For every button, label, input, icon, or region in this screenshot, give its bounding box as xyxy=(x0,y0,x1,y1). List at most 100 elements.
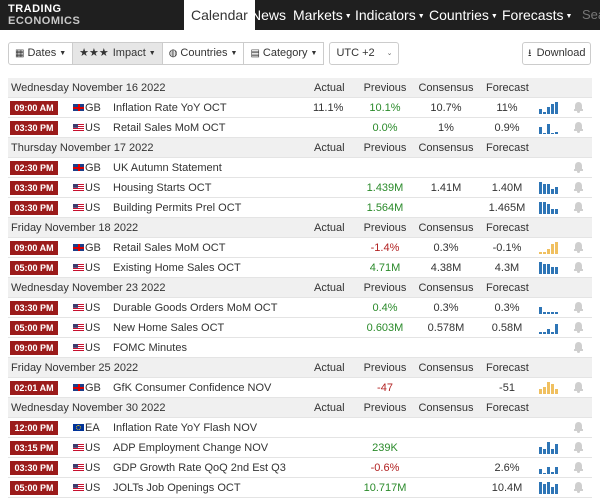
event-time: 05:00 PM xyxy=(10,321,58,335)
event-country: US xyxy=(85,442,101,454)
event-name[interactable]: Building Permits Prel OCT xyxy=(113,202,242,214)
event-row[interactable]: 02:30 PM GB UK Autumn Statement xyxy=(8,158,592,178)
logo[interactable]: TRADING ECONOMICS xyxy=(8,3,80,27)
search-input[interactable]: Search xyxy=(582,7,600,22)
event-name[interactable]: Durable Goods Orders MoM OCT xyxy=(113,302,278,314)
event-name[interactable]: GfK Consumer Confidence NOV xyxy=(113,382,272,394)
event-row[interactable]: 09:00 AM GB Inflation Rate YoY OCT 11.1%… xyxy=(8,98,592,118)
bell-icon[interactable] xyxy=(574,482,583,493)
event-name[interactable]: Inflation Rate YoY OCT xyxy=(113,102,227,114)
event-row[interactable]: 09:00 AM GB Retail Sales MoM OCT -1.4% 0… xyxy=(8,238,592,258)
spark-bar xyxy=(539,469,542,474)
nav-forecasts[interactable]: Forecasts ▼ xyxy=(502,0,572,30)
event-row[interactable]: 05:00 PM US Existing Home Sales OCT 4.71… xyxy=(8,258,592,278)
download-button[interactable]: ⭳ Download xyxy=(522,42,591,65)
event-name[interactable]: New Home Sales OCT xyxy=(113,322,225,334)
spark-bar xyxy=(539,389,542,394)
bell-icon[interactable] xyxy=(574,342,583,353)
event-actual: 11.1% xyxy=(313,102,344,114)
event-forecast: 11% xyxy=(496,102,518,114)
bar-chart-icon[interactable] xyxy=(539,262,558,274)
event-previous xyxy=(360,338,410,358)
spark-bar xyxy=(539,306,542,314)
country-flag-icon xyxy=(73,244,84,251)
event-row[interactable]: 05:00 PM US JOLTs Job Openings OCT 10.71… xyxy=(8,478,592,498)
event-name[interactable]: Retail Sales MoM OCT xyxy=(113,242,226,254)
event-row[interactable]: 03:30 PM US Durable Goods Orders MoM OCT… xyxy=(8,298,592,318)
bell-icon[interactable] xyxy=(574,202,583,213)
date-header: Thursday November 17 2022 xyxy=(11,142,154,154)
bell-icon[interactable] xyxy=(574,102,583,113)
bar-chart-icon[interactable] xyxy=(539,242,558,254)
column-previous: Previous xyxy=(363,402,407,414)
bar-chart-icon[interactable] xyxy=(539,482,558,494)
event-row[interactable]: 05:00 PM US New Home Sales OCT 0.603M 0.… xyxy=(8,318,592,338)
bell-icon[interactable] xyxy=(574,422,583,433)
event-name[interactable]: UK Autumn Statement xyxy=(113,162,222,174)
event-row[interactable]: 03:30 PM US Building Permits Prel OCT 1.… xyxy=(8,198,592,218)
event-name[interactable]: FOMC Minutes xyxy=(113,342,187,354)
bar-chart-icon[interactable] xyxy=(539,382,558,394)
countries-filter-button[interactable]: ◍ Countries ▼ xyxy=(161,42,245,65)
countries-label: Countries xyxy=(180,47,228,59)
bell-icon[interactable] xyxy=(574,382,583,393)
event-row[interactable]: 02:01 AM GB GfK Consumer Confidence NOV … xyxy=(8,378,592,398)
timezone-select[interactable]: UTC +2 ⌄ xyxy=(329,42,400,65)
spark-bar xyxy=(547,124,550,134)
event-name[interactable]: Inflation Rate YoY Flash NOV xyxy=(113,422,258,434)
event-country: GB xyxy=(85,162,101,174)
event-row[interactable]: 12:00 PM EA Inflation Rate YoY Flash NOV xyxy=(8,418,592,438)
dates-filter-button[interactable]: ▦ Dates ▼ xyxy=(8,42,74,65)
event-name[interactable]: Housing Starts OCT xyxy=(113,182,212,194)
event-name[interactable]: Retail Sales MoM OCT xyxy=(113,122,226,134)
date-header: Wednesday November 30 2022 xyxy=(11,402,166,414)
event-row[interactable]: 03:30 PM US Retail Sales MoM OCT 0.0% 1%… xyxy=(8,118,592,138)
event-name[interactable]: JOLTs Job Openings OCT xyxy=(113,482,241,494)
event-row[interactable]: 09:00 PM US FOMC Minutes xyxy=(8,338,592,358)
nav-countries[interactable]: Countries ▼ xyxy=(429,0,498,30)
spark-bar xyxy=(543,449,546,454)
bar-chart-icon[interactable] xyxy=(539,442,558,454)
event-name[interactable]: GDP Growth Rate QoQ 2nd Est Q3 xyxy=(113,462,286,474)
spark-bar xyxy=(551,244,554,254)
spark-bar xyxy=(543,111,546,114)
nav-markets-label: Markets xyxy=(293,7,343,23)
spark-bar xyxy=(539,446,542,454)
impact-filter-button[interactable]: ★★★ Impact ▼ xyxy=(72,42,163,65)
bell-icon[interactable] xyxy=(574,262,583,273)
bell-icon[interactable] xyxy=(574,122,583,133)
bell-icon[interactable] xyxy=(574,462,583,473)
event-forecast xyxy=(486,158,528,178)
bar-chart-icon[interactable] xyxy=(539,322,558,334)
event-row[interactable]: 03:30 PM US Housing Starts OCT 1.439M 1.… xyxy=(8,178,592,198)
bar-chart-icon[interactable] xyxy=(539,302,558,314)
date-header-row: Wednesday November 30 2022 Actual Previo… xyxy=(8,398,592,418)
event-time: 09:00 AM xyxy=(10,241,58,255)
event-name[interactable]: ADP Employment Change NOV xyxy=(113,442,269,454)
bell-icon[interactable] xyxy=(574,302,583,313)
bar-chart-icon[interactable] xyxy=(539,202,558,214)
column-previous: Previous xyxy=(363,82,407,94)
event-row[interactable]: 03:15 PM US ADP Employment Change NOV 23… xyxy=(8,438,592,458)
event-row[interactable]: 03:30 PM US GDP Growth Rate QoQ 2nd Est … xyxy=(8,458,592,478)
nav-markets[interactable]: Markets ▼ xyxy=(293,0,352,30)
bar-chart-icon[interactable] xyxy=(539,102,558,114)
bell-icon[interactable] xyxy=(574,242,583,253)
nav-indicators[interactable]: Indicators ▼ xyxy=(355,0,425,30)
bell-icon[interactable] xyxy=(574,442,583,453)
category-filter-button[interactable]: ▤ Category ▼ xyxy=(243,42,325,65)
bar-chart-icon[interactable] xyxy=(539,462,558,474)
nav-calendar[interactable]: Calendar xyxy=(184,0,255,30)
spark-bar xyxy=(539,202,542,214)
spark-bar xyxy=(555,311,558,314)
spark-bar xyxy=(539,109,542,114)
bell-icon[interactable] xyxy=(574,162,583,173)
bell-icon[interactable] xyxy=(574,322,583,333)
bar-chart-icon[interactable] xyxy=(539,122,558,134)
bar-chart-icon[interactable] xyxy=(539,182,558,194)
event-name[interactable]: Existing Home Sales OCT xyxy=(113,262,241,274)
column-consensus: Consensus xyxy=(418,82,474,94)
nav-news[interactable]: News xyxy=(251,0,286,30)
event-actual xyxy=(313,438,343,458)
bell-icon[interactable] xyxy=(574,182,583,193)
